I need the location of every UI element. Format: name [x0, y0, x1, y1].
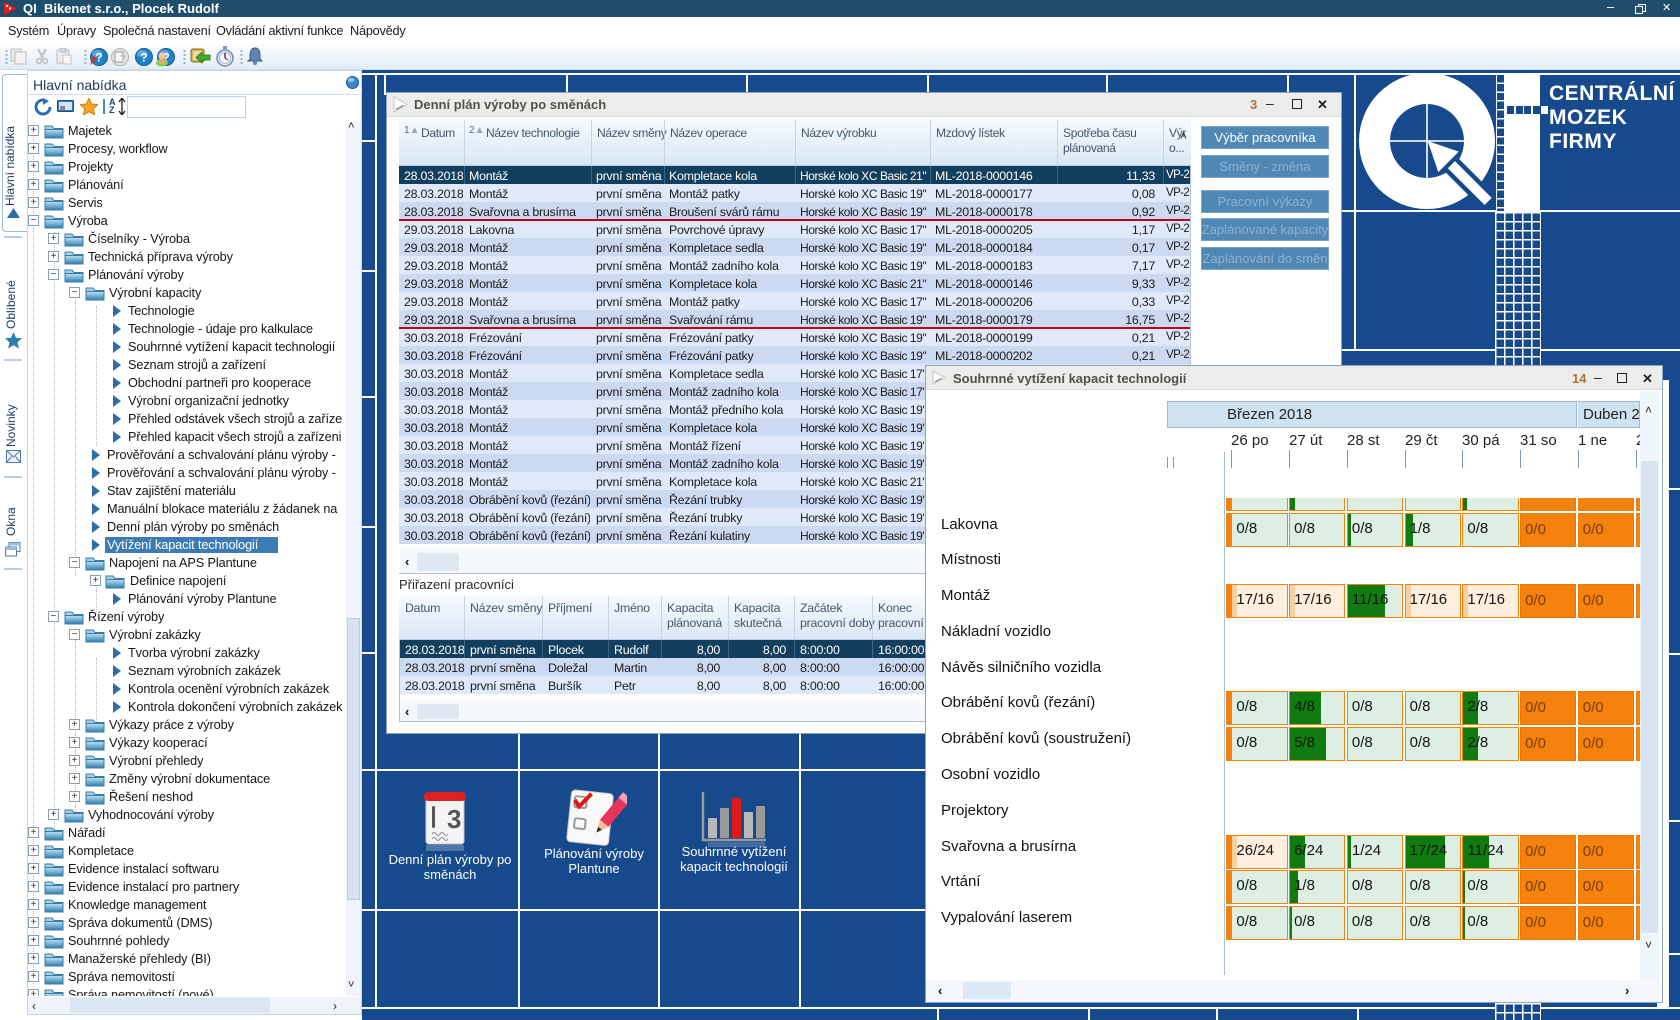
svg-text:?: ?: [140, 51, 147, 65]
svg-text:?: ?: [120, 53, 127, 65]
svg-text:?: ?: [162, 51, 169, 65]
svg-text:3: 3: [447, 804, 461, 834]
svg-text:?: ?: [95, 51, 102, 65]
